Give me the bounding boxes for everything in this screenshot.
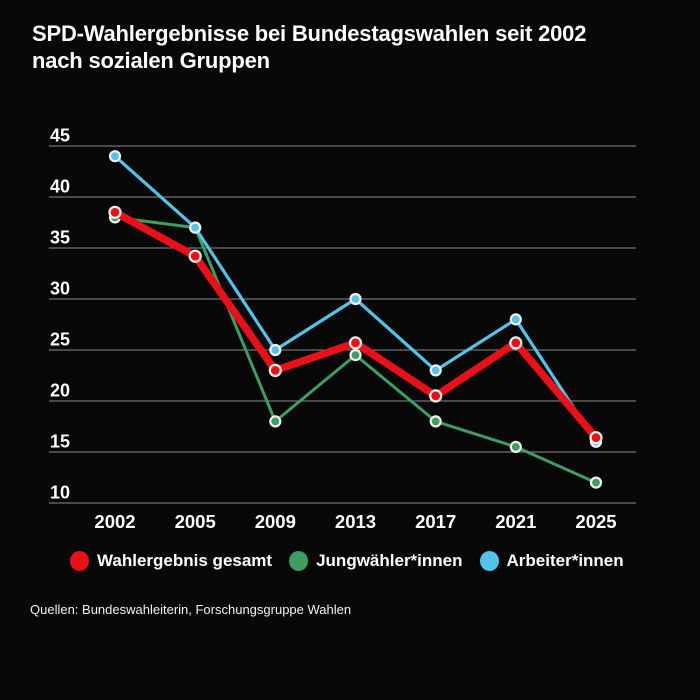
data-point-wahlergebnis-gesamt-2005	[188, 249, 202, 263]
data-point-arbeiter-innen-2009	[269, 343, 282, 357]
data-point-jungw-hler-innen-2017	[429, 415, 442, 428]
data-point-jungw-hler-innen-2009	[269, 415, 282, 428]
data-point-wahlergebnis-gesamt-2017	[429, 389, 443, 403]
legend-item-jungw-hler-innen: Jungwähler*innen	[289, 551, 463, 571]
source-note: Quellen: Bundeswahleiterin, Forschungsgr…	[30, 602, 352, 617]
x-axis-tick-label: 2002	[94, 511, 135, 532]
y-axis-tick-label: 30	[50, 279, 70, 299]
data-point-wahlergebnis-gesamt-2002	[108, 205, 122, 219]
legend-label: Arbeiter*innen	[506, 551, 624, 570]
y-axis-tick-label: 20	[50, 381, 70, 401]
y-axis-tick-label: 15	[50, 432, 70, 452]
data-point-wahlergebnis-gesamt-2025	[589, 431, 603, 445]
y-axis-tick-label: 25	[50, 330, 70, 350]
data-point-wahlergebnis-gesamt-2021	[509, 336, 523, 350]
legend-label: Jungwähler*innen	[316, 551, 463, 570]
legend: Wahlergebnis gesamt Jungwähler*innen Arbei…	[70, 551, 624, 571]
line-chart: 45 40 35 30 25 20 15 10 2002 2005 2009 2013 2017 2021…	[49, 126, 636, 532]
y-axis-tick-label: 40	[50, 177, 70, 197]
data-point-arbeiter-innen-2013	[349, 292, 362, 306]
y-axis-tick-label: 45	[50, 126, 70, 146]
legend-swatch-icon	[70, 551, 89, 571]
x-axis-tick-label: 2005	[175, 511, 216, 532]
legend-item-wahlergebnis-gesamt: Wahlergebnis gesamt	[70, 551, 272, 571]
x-axis-tick-label: 2025	[575, 511, 616, 532]
x-axis-tick-label: 2017	[415, 511, 456, 532]
data-point-arbeiter-innen-2005	[189, 221, 202, 234]
page-title: SPD-Wahlergebnisse bei Bundestagswahlen …	[32, 20, 586, 75]
y-axis-tick-label: 35	[50, 228, 70, 248]
series-line-wahlergebnis-gesamt	[111, 208, 600, 442]
data-point-jungw-hler-innen-2013	[349, 349, 362, 362]
legend-item-arbeiter-innen: Arbeiter*innen	[479, 551, 624, 571]
x-axis-tick-label: 2013	[335, 511, 376, 532]
data-point-wahlergebnis-gesamt-2009	[268, 363, 282, 377]
page-title-line-2: nach sozialen Gruppen	[32, 48, 270, 74]
data-point-wahlergebnis-gesamt-2013	[348, 336, 363, 350]
legend-label: Wahlergebnis gesamt	[97, 551, 273, 570]
page-title-line-1: SPD-Wahlergebnisse bei Bundestagswahlen …	[32, 21, 587, 46]
data-point-arbeiter-innen-2002	[108, 150, 122, 163]
data-point-arbeiter-innen-2021	[509, 313, 522, 326]
x-axis-tick-label: 2021	[495, 511, 536, 532]
legend-swatch-icon	[289, 551, 309, 571]
x-axis-tick-label: 2009	[255, 511, 296, 532]
data-point-jungw-hler-innen-2021	[509, 440, 522, 453]
data-point-arbeiter-innen-2017	[429, 364, 442, 377]
y-axis-tick-label: 10	[50, 483, 70, 503]
legend-swatch-icon	[479, 551, 499, 571]
data-point-jungw-hler-innen-2025	[589, 476, 603, 489]
